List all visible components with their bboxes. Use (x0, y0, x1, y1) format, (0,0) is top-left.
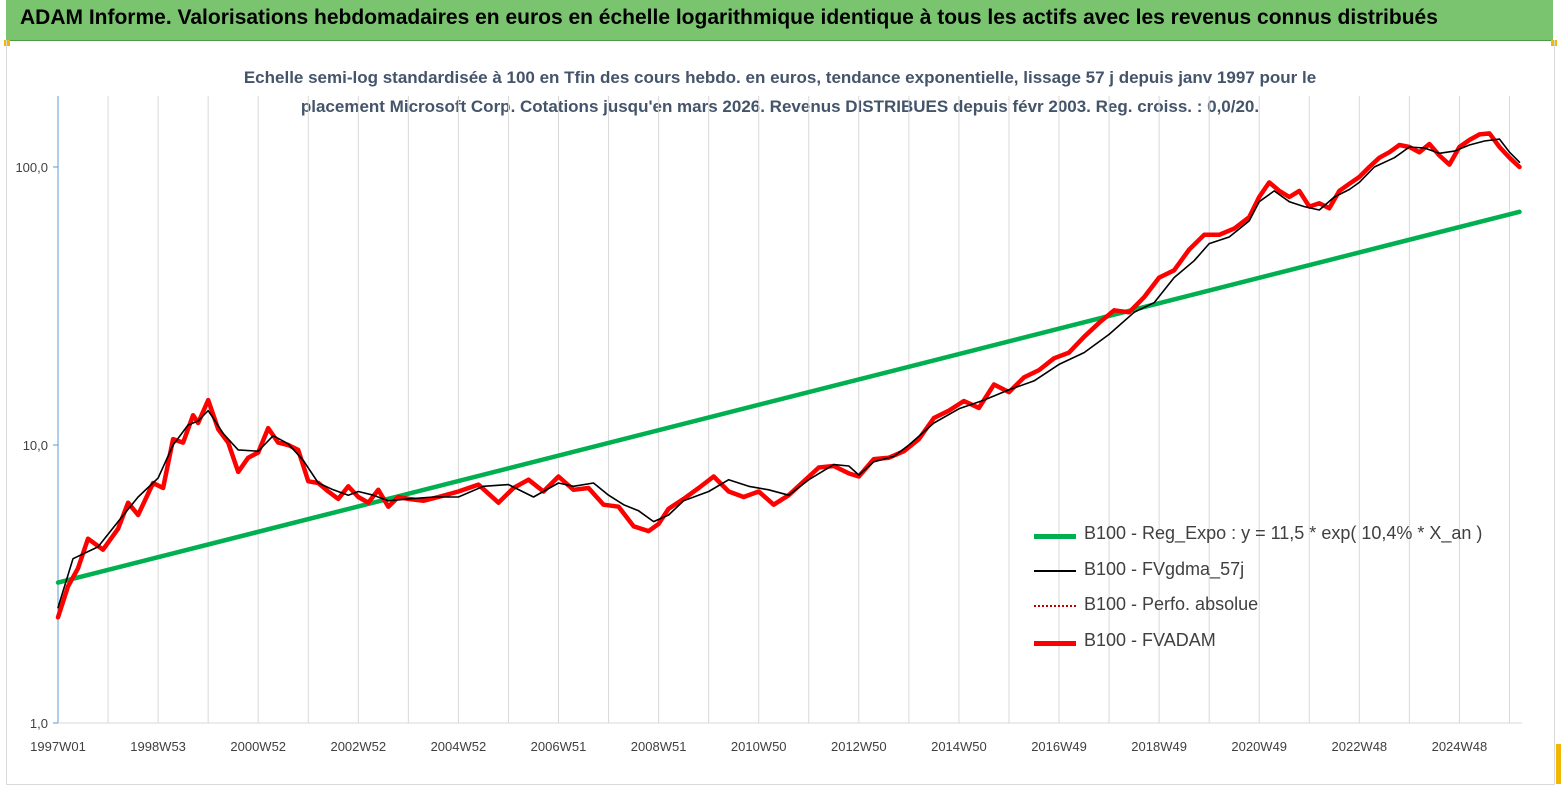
corner-marker-bottom-right (1556, 744, 1561, 784)
x-tick-label: 2024W48 (1432, 739, 1488, 754)
x-tick-label: 2020W49 (1231, 739, 1287, 754)
legend-label-perfo: B100 - Perfo. absolue (1084, 594, 1259, 614)
header-bar: ADAM Informe. Valorisations hebdomadaire… (6, 0, 1553, 41)
legend-item-fvgdma: B100 - FVgdma_57j (1034, 556, 1514, 592)
fvgdma-line (57, 138, 1521, 609)
x-tick-label: 2006W51 (531, 739, 587, 754)
x-tick-label: 2014W50 (931, 739, 987, 754)
legend-label-fvgdma: B100 - FVgdma_57j (1084, 558, 1245, 579)
legend-item-perfo: B100 - Perfo. absolue (1034, 591, 1514, 627)
x-tick-label: 2016W49 (1031, 739, 1087, 754)
legend-swatch-red-line (1034, 640, 1076, 646)
report-title: ADAM Informe. Valorisations hebdomadaire… (20, 6, 1438, 29)
x-tick-label: 2008W51 (631, 739, 687, 754)
x-tick-label: 2022W48 (1332, 739, 1388, 754)
corner-marker-top-left (4, 40, 10, 46)
x-tick-label: 2002W52 (330, 739, 386, 754)
legend: B100 - Reg_Expo : y = 11,5 * exp( 10,4% … (1034, 520, 1514, 662)
y-tick-label: 10,0 (23, 438, 48, 453)
legend-label-regression: B100 - Reg_Expo : y = 11,5 * exp( 10,4% … (1084, 523, 1483, 543)
x-tick-label: 1997W01 (30, 739, 86, 754)
x-tick-label: 1998W53 (130, 739, 186, 754)
x-tick-label: 2010W50 (731, 739, 787, 754)
x-tick-label: 2004W52 (431, 739, 487, 754)
legend-item-regression: B100 - Reg_Expo : y = 11,5 * exp( 10,4% … (1034, 520, 1514, 556)
legend-swatch-dotted-line (1034, 605, 1076, 607)
y-tick-label: 100,0 (15, 160, 48, 175)
legend-swatch-black-line (1034, 569, 1076, 572)
regression-line (55, 209, 1522, 585)
x-tick-label: 2000W52 (230, 739, 286, 754)
y-tick-label: 1,0 (30, 716, 48, 731)
x-tick-label: 2018W49 (1131, 739, 1187, 754)
chart-frame (6, 40, 1555, 785)
chart-subtitle-line-2: placement Microsoft Corp. Cotations jusq… (300, 97, 1260, 116)
chart-subtitle-line-1: Echelle semi-log standardisée à 100 en T… (243, 68, 1317, 87)
legend-label-fvadam: B100 - FVADAM (1084, 629, 1216, 650)
legend-item-fvadam: B100 - FVADAM (1034, 627, 1514, 663)
legend-swatch-green-line (1034, 534, 1076, 539)
x-tick-label: 2012W50 (831, 739, 887, 754)
